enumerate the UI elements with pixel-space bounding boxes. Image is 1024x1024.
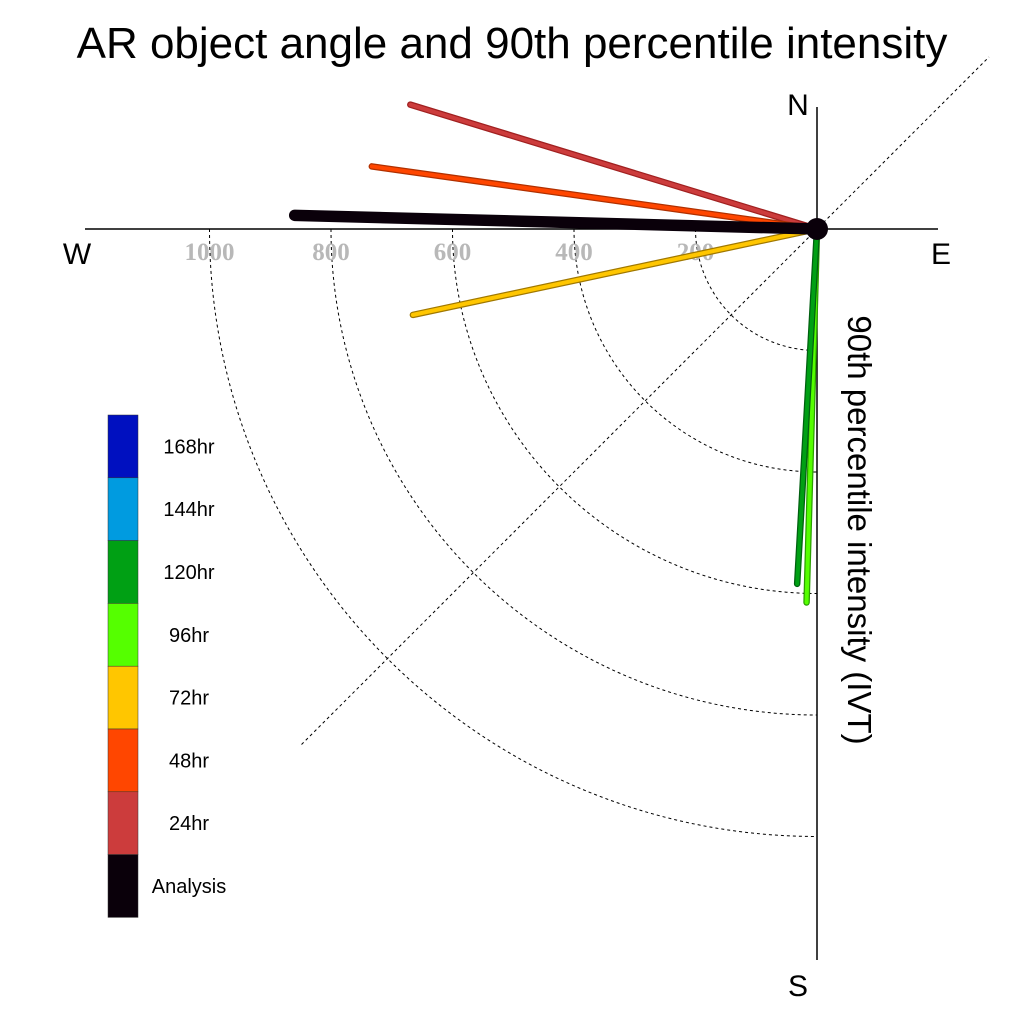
north-label: N bbox=[787, 89, 809, 122]
legend-label: 72hr bbox=[169, 688, 209, 710]
legend-label: 168hr bbox=[163, 436, 214, 458]
legend-swatch bbox=[107, 728, 139, 793]
tick-label: 1000 bbox=[185, 239, 235, 266]
grid-arc bbox=[330, 228, 818, 716]
legend-swatch bbox=[107, 477, 139, 541]
tick-label: 800 bbox=[312, 239, 350, 266]
series-line bbox=[408, 102, 819, 231]
series-line bbox=[795, 227, 819, 586]
grid-arc bbox=[573, 228, 818, 473]
grid-diagonal bbox=[301, 56, 990, 745]
legend: 168hr 144hr 120hr 96hr 72hr 48hr 24hr Analysis bbox=[107, 414, 226, 918]
series-lines bbox=[288, 101, 823, 606]
legend-swatch bbox=[107, 414, 139, 479]
east-label: E bbox=[931, 238, 951, 271]
legend-label: 24hr bbox=[169, 813, 209, 835]
legend-swatch bbox=[107, 603, 139, 667]
radial-axis-label: 90th percentile intensity (IVT) bbox=[841, 315, 878, 744]
series-line bbox=[290, 210, 822, 234]
tick-label: 600 bbox=[434, 239, 472, 266]
legend-label: Analysis bbox=[152, 876, 226, 898]
chart-title: AR object angle and 90th percentile inte… bbox=[77, 19, 948, 68]
west-label: W bbox=[63, 238, 92, 271]
grid-arc bbox=[452, 228, 818, 594]
tick-label: 400 bbox=[555, 239, 593, 266]
origin-marker bbox=[806, 218, 828, 240]
legend-swatch bbox=[107, 665, 139, 730]
south-label: S bbox=[788, 970, 808, 1003]
radial-tick-labels: 2004006008001000 bbox=[185, 239, 715, 266]
grid bbox=[209, 56, 990, 837]
legend-swatch bbox=[107, 854, 139, 918]
legend-swatch bbox=[107, 791, 139, 855]
legend-label: 120hr bbox=[163, 562, 214, 584]
legend-swatch bbox=[107, 540, 139, 604]
legend-label: 144hr bbox=[163, 499, 214, 521]
legend-label: 96hr bbox=[169, 625, 209, 647]
legend-label: 48hr bbox=[169, 750, 209, 772]
series-line bbox=[410, 227, 819, 317]
series-line bbox=[369, 164, 819, 231]
grid-arc bbox=[209, 228, 818, 837]
